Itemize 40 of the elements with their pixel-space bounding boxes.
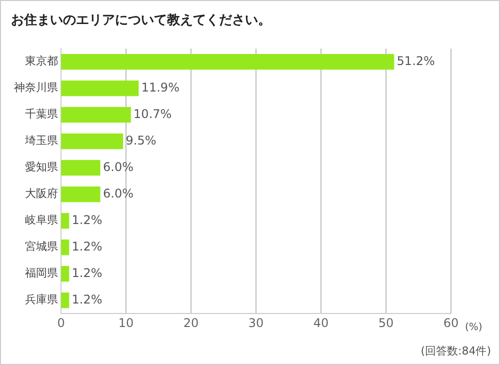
y-tick-label: 宮城県	[25, 240, 58, 254]
y-tick-label: 兵庫県	[25, 293, 58, 306]
x-tick-label: 0	[57, 316, 65, 330]
y-tick-label: 福岡県	[25, 266, 58, 280]
data-label: 1.2%	[72, 292, 102, 306]
data-label: 6.0%	[103, 160, 134, 174]
data-label: 51.2%	[396, 54, 435, 68]
bar	[61, 292, 70, 308]
x-tick-label: 30	[248, 316, 264, 330]
x-tick-label: 60	[443, 316, 459, 330]
data-label: 9.5%	[126, 133, 156, 148]
data-label: 1.2%	[72, 266, 102, 280]
chart-title: お住まいのエリアについて教えてください。	[11, 13, 271, 28]
bar	[61, 80, 139, 96]
x-tick-label: 40	[313, 316, 329, 330]
x-axis-title: (%)	[465, 322, 482, 334]
x-tick-label: 20	[183, 316, 199, 330]
y-tick-label: 大阪府	[25, 187, 58, 200]
y-tick-label: 神奈川県	[14, 81, 58, 94]
text: (回答数:84件)	[420, 344, 491, 358]
bar	[61, 240, 70, 256]
bar	[61, 54, 394, 70]
bar	[61, 186, 100, 202]
y-tick-label: 千葉県	[25, 108, 58, 121]
bar	[61, 266, 70, 282]
x-tick-label: 10	[118, 316, 134, 330]
data-label: 10.7%	[134, 106, 172, 121]
bar	[61, 213, 70, 229]
y-tick-label: 岐阜県	[25, 214, 58, 227]
bar	[61, 160, 100, 176]
y-tick-label: 東京都	[25, 54, 58, 68]
bar	[61, 107, 131, 123]
data-label: 6.0%	[103, 186, 134, 200]
x-tick-label: 50	[378, 316, 394, 330]
y-tick-label: 愛知県	[25, 160, 58, 174]
data-label: 11.9%	[141, 80, 180, 94]
bar	[61, 134, 124, 150]
y-tick-label: 埼玉県	[24, 134, 58, 148]
data-label: 1.2%	[72, 239, 102, 254]
data-label: 1.2%	[72, 212, 102, 227]
